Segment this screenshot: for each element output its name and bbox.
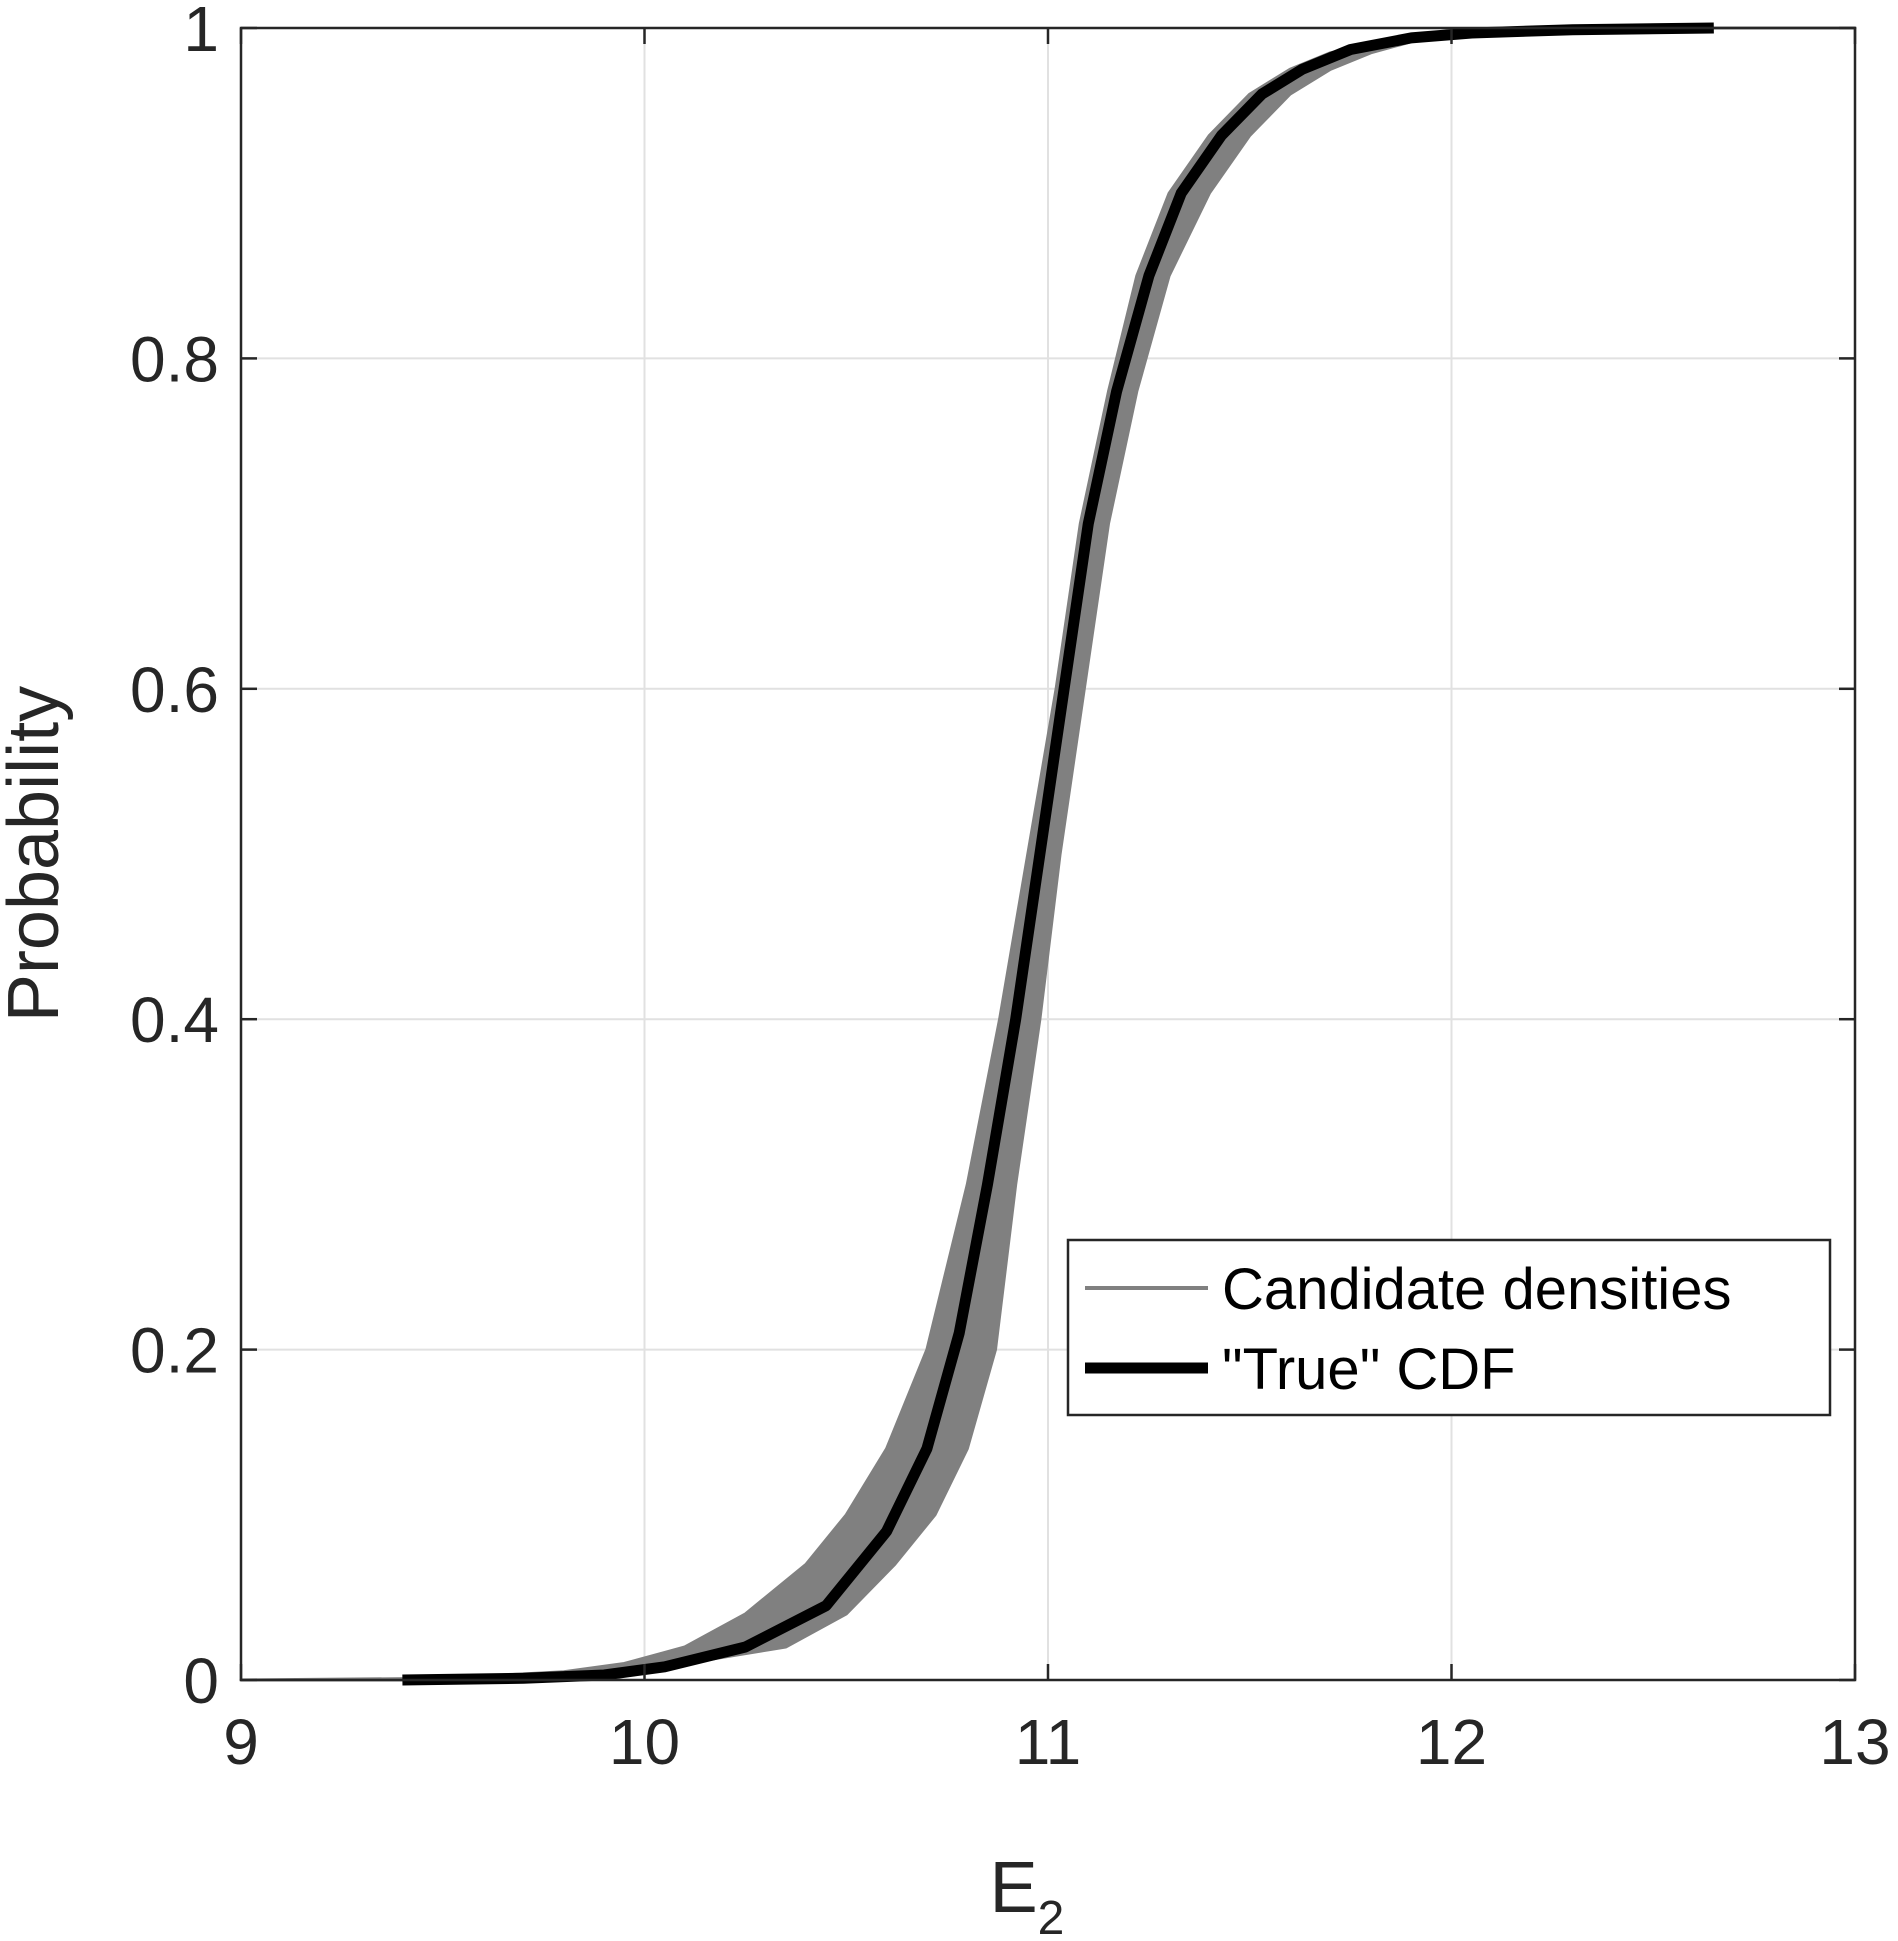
legend-label-candidate: Candidate densities [1222, 1257, 1731, 1322]
tick-labels: 9 10 11 12 13 0 0.2 0.4 0.6 0.8 1 [130, 0, 1891, 1778]
legend: Candidate densities "True" CDF [1066, 1238, 1832, 1417]
x-tick-label: 9 [223, 1706, 259, 1778]
x-tick-label: 12 [1416, 1706, 1487, 1778]
grid-lines [241, 28, 1855, 1680]
true-cdf-line [402, 22, 1714, 1686]
legend-box [1066, 1238, 1832, 1417]
y-tick-label: 0.2 [130, 1315, 219, 1387]
x-tick-label: 10 [609, 1706, 680, 1778]
x-tick-label: 11 [1015, 1706, 1081, 1778]
y-tick-label: 0.4 [130, 984, 219, 1056]
x-tick-label: 13 [1819, 1706, 1890, 1778]
legend-label-true-cdf: "True" CDF [1222, 1337, 1516, 1402]
y-tick-label: 1 [183, 0, 219, 65]
y-axis-title: Probability [0, 686, 74, 1022]
y-tick-label: 0.6 [130, 654, 219, 726]
tick-marks [239, 26, 1857, 1682]
x-axis-title-main: E [990, 1848, 1038, 1928]
y-tick-label: 0 [183, 1645, 219, 1717]
x-axis-title-subscript: 2 [1038, 1892, 1065, 1941]
x-axis-title: E2 [990, 1848, 1065, 1941]
y-tick-label: 0.8 [130, 323, 219, 395]
